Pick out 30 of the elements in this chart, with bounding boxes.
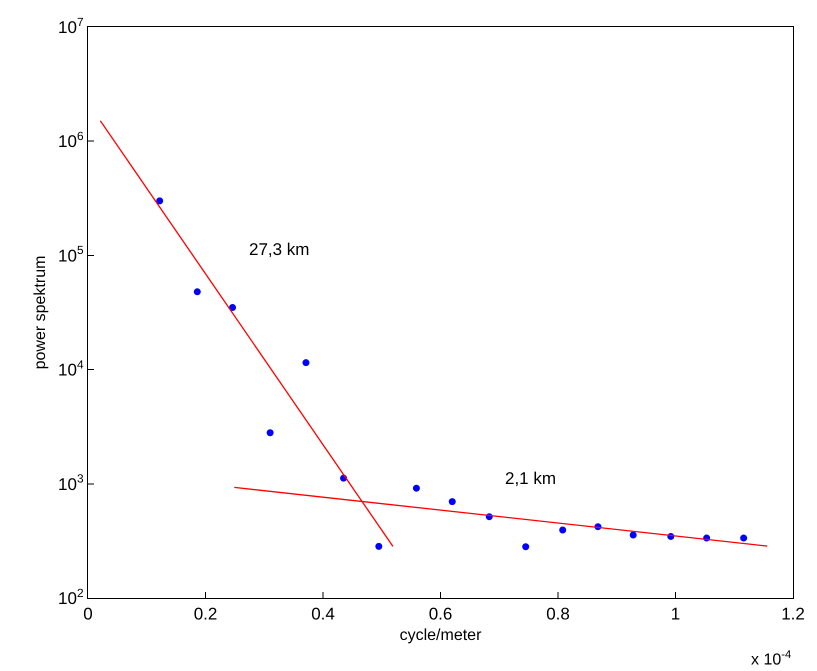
x-tick-label: 1 xyxy=(670,604,680,624)
x-tick-label: 1.2 xyxy=(781,604,805,624)
point xyxy=(559,526,566,534)
x-axis-title: cycle/meter xyxy=(400,627,482,644)
x-tick-label: 0.2 xyxy=(194,604,218,624)
text: x 10$^{-4}$ xyxy=(751,649,792,669)
point xyxy=(229,304,236,311)
point xyxy=(375,542,382,550)
point xyxy=(156,197,164,204)
annotation: 2,1 km xyxy=(505,469,556,488)
point xyxy=(522,543,530,550)
x-tick-label: 0.4 xyxy=(311,604,335,624)
y-tick-label: 10$^{5}$ xyxy=(58,243,84,266)
y-axis-title: power spektrum xyxy=(32,256,49,370)
point xyxy=(740,534,748,542)
x-tick-label: 0.8 xyxy=(546,604,570,624)
point xyxy=(630,532,637,539)
point xyxy=(448,498,456,506)
y-tick-label: 10$^{6}$ xyxy=(58,129,84,152)
annotation: 27,3 km xyxy=(249,240,310,259)
point xyxy=(412,484,420,492)
point xyxy=(302,359,310,366)
y-tick-label: 10$^{4}$ xyxy=(58,357,84,380)
y-tick-label: 10$^{7}$ xyxy=(58,14,84,37)
y-tick-label: 10$^{3}$ xyxy=(58,472,84,494)
x-tick-label: 0.6 xyxy=(428,604,452,624)
y-tick-label: 10$^{2}$ xyxy=(58,586,84,608)
point xyxy=(194,288,201,296)
x-tick-label: 0 xyxy=(83,604,93,624)
point xyxy=(266,429,274,436)
